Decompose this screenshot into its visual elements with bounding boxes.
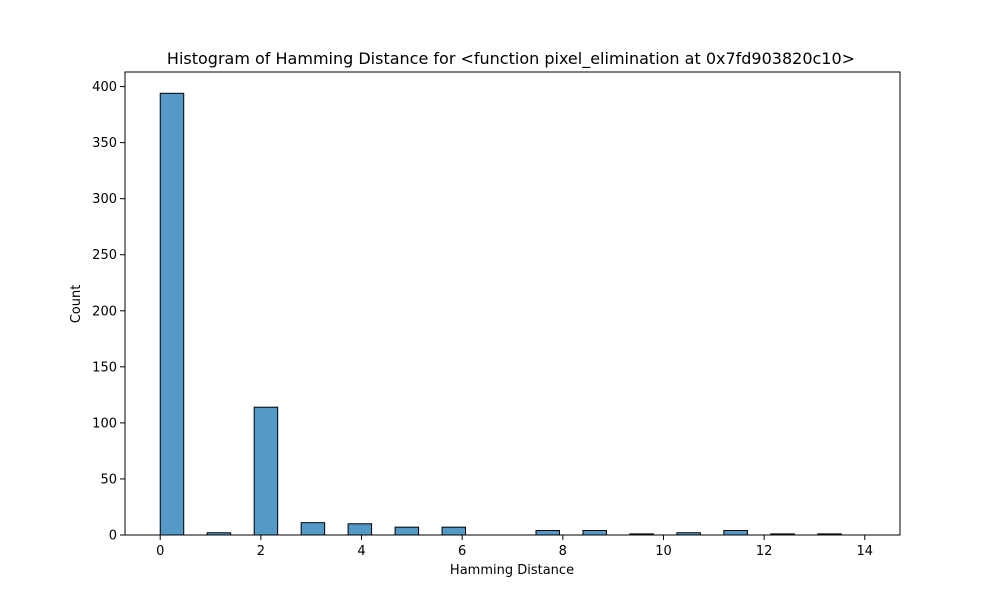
bars-group — [159, 92, 842, 536]
y-tick-label: 0 — [109, 529, 117, 544]
histogram-bar — [347, 523, 373, 536]
x-tick-label: 6 — [458, 544, 466, 559]
y-tick-label: 50 — [100, 472, 117, 487]
y-tick-label: 200 — [92, 304, 117, 319]
y-tick-label: 150 — [92, 360, 117, 375]
y-tick-label: 100 — [92, 416, 117, 431]
x-tick-label: 12 — [756, 544, 773, 559]
y-axis-label: Count — [69, 285, 84, 324]
plot-frame — [124, 71, 901, 536]
x-axis-label: Hamming Distance — [450, 563, 574, 578]
histogram-bar — [723, 530, 748, 536]
histogram-bar — [535, 530, 561, 536]
histogram-bar — [441, 526, 467, 536]
y-tick-label: 250 — [92, 248, 117, 263]
x-tick-label: 2 — [257, 544, 265, 559]
chart-title: Histogram of Hamming Distance for <funct… — [167, 49, 855, 69]
histogram-bar — [253, 406, 279, 536]
x-tick-label: 4 — [357, 544, 365, 559]
y-tick-label: 300 — [92, 192, 117, 207]
histogram-bar — [159, 92, 185, 536]
x-axis-ticks: 0 2 4 6 8 10 12 14 — [156, 535, 873, 559]
x-tick-label: 14 — [856, 544, 873, 559]
x-tick-label: 10 — [655, 544, 672, 559]
histogram-bar — [394, 526, 420, 536]
x-tick-label: 0 — [156, 544, 164, 559]
y-tick-label: 350 — [92, 136, 117, 151]
y-axis-ticks: 0 50 100 150 200 250 300 350 400 — [92, 80, 125, 544]
x-tick-label: 8 — [559, 544, 567, 559]
histogram-bar — [300, 522, 326, 536]
histogram-bar — [582, 530, 607, 536]
y-tick-label: 400 — [92, 80, 117, 95]
